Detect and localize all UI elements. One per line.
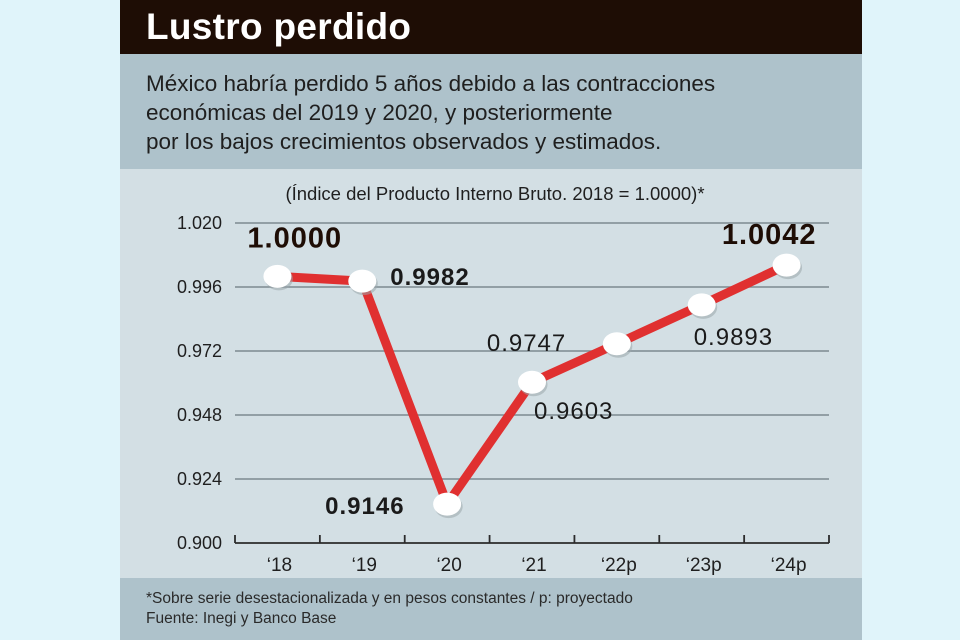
series-segment (527, 339, 622, 387)
data-point (772, 253, 801, 277)
data-labels: 1.0000 0.9982 0.9146 0.9603 0.9747 0.9893 1.00… (247, 219, 817, 520)
data-label: 0.9982 (390, 264, 469, 291)
y-tick-label: 0.996 (177, 277, 222, 297)
infographic-panel: Lustro perdido México habría perdido 5 a… (120, 0, 862, 640)
y-tick-label: 0.924 (177, 469, 222, 489)
footer-box: *Sobre serie desestacionalizada y en pes… (120, 578, 862, 640)
series-segment (357, 276, 452, 509)
series-line (272, 260, 792, 509)
x-tick-label: ‘22p (601, 555, 637, 576)
data-label: 0.9146 (325, 493, 404, 520)
chart-subtitle: (Índice del Producto Interno Bruto. 2018… (285, 183, 704, 204)
series-segment (442, 377, 537, 509)
series-segment (612, 300, 707, 349)
y-tick-label: 1.020 (177, 213, 222, 233)
data-label: 1.0042 (722, 219, 817, 251)
header-bar: Lustro perdido (120, 0, 862, 54)
data-markers (263, 253, 803, 519)
x-tick-label: ‘19 (352, 555, 377, 576)
y-axis-ticks: 1.020 0.996 0.972 0.948 0.924 0.900 (177, 213, 222, 553)
x-tick-label: ‘21 (521, 555, 546, 576)
data-point (263, 264, 292, 288)
description-line: México habría perdido 5 años debido a la… (146, 71, 716, 96)
y-tick-label: 0.900 (177, 533, 222, 553)
source-note: Fuente: Inegi y Banco Base (146, 610, 337, 627)
data-point (348, 269, 377, 293)
x-tick-label: ‘24p (771, 555, 807, 576)
page-title: Lustro perdido (146, 6, 412, 47)
data-point (518, 370, 546, 394)
description-line: económicas del 2019 y 2020, y posteriorm… (146, 100, 613, 125)
data-label: 0.9893 (694, 324, 773, 351)
y-tick-label: 0.948 (177, 405, 222, 425)
y-tick-label: 0.972 (177, 341, 222, 361)
data-label: 0.9603 (534, 398, 613, 425)
data-point (687, 293, 716, 317)
gridlines (235, 222, 829, 480)
description-box: México habría perdido 5 años debido a la… (120, 54, 862, 169)
x-tick-label: ‘23p (686, 555, 722, 576)
footer-text: *Sobre serie desestacionalizada y en pes… (146, 589, 633, 629)
footnote: *Sobre serie desestacionalizada y en pes… (146, 590, 633, 607)
chart-area (120, 169, 862, 578)
description-line: por los bajos crecimientos observados y … (146, 129, 662, 154)
series-segment (697, 260, 792, 310)
data-point (602, 332, 631, 356)
description-text: México habría perdido 5 años debido a la… (146, 69, 846, 156)
x-tick-label: ‘18 (267, 555, 292, 576)
data-point (433, 492, 462, 516)
data-label: 1.0000 (247, 222, 342, 254)
x-tick-label: ‘20 (436, 555, 461, 576)
x-axis: ‘18 ‘19 ‘20 ‘21 ‘22p ‘23p ‘24p (234, 535, 830, 576)
data-label: 0.9747 (487, 330, 566, 357)
